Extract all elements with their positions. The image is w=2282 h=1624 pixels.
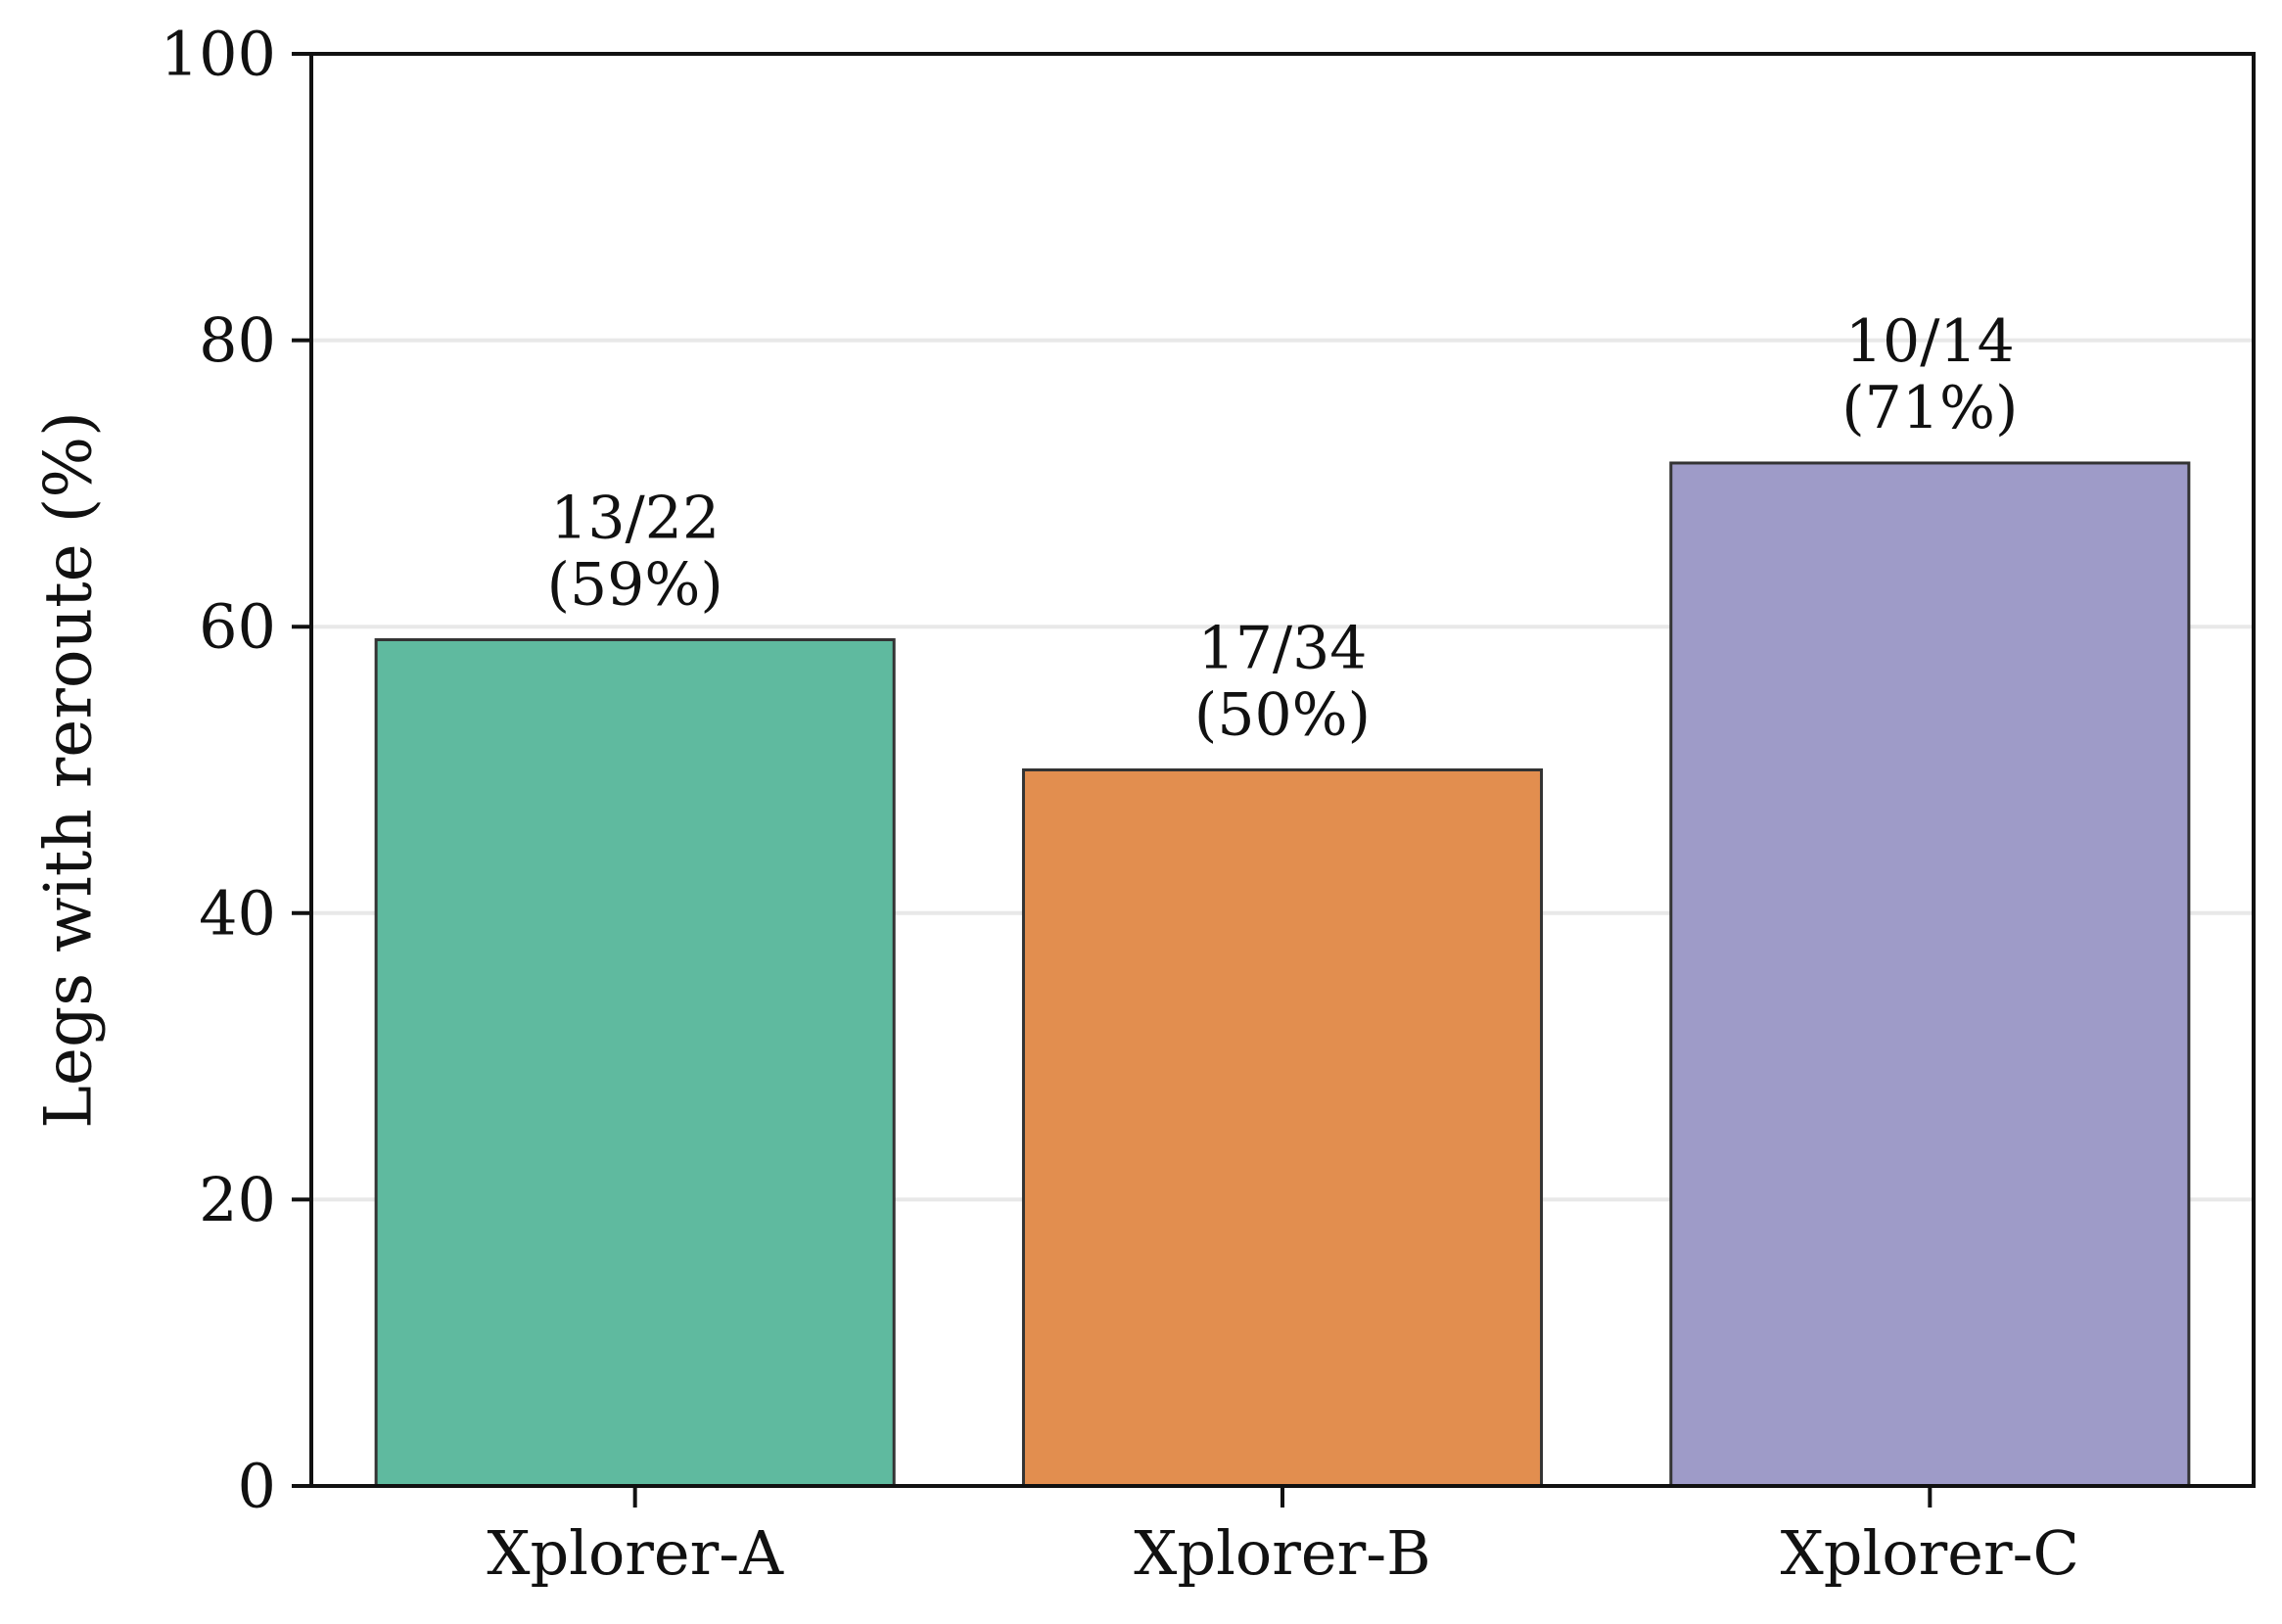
x-axis-ticks: Xplorer-A Xplorer-B Xplorer-C bbox=[487, 1486, 2079, 1589]
y-tick-label-1: 20 bbox=[199, 1164, 276, 1235]
y-tick-label-2: 40 bbox=[199, 877, 276, 949]
bar-label-line-1: (71%) bbox=[1841, 374, 2018, 442]
x-tick-label-xplorer-c: Xplorer-C bbox=[1781, 1517, 2079, 1589]
y-tick-label-5: 100 bbox=[161, 19, 276, 90]
y-axis-label: Legs with reroute (%) bbox=[31, 411, 107, 1129]
bar-labels: 13/22(59%) 17/34(50%) 10/14(71%) bbox=[547, 307, 2019, 750]
y-axis-ticks: 0 20 40 60 80 100 bbox=[161, 19, 311, 1522]
bar-xplorer-a bbox=[374, 638, 896, 1488]
x-tick-label-xplorer-b: Xplorer-B bbox=[1134, 1517, 1430, 1589]
bars bbox=[374, 461, 2191, 1488]
bar-label-line-0: 13/22 bbox=[550, 485, 720, 553]
bar-xplorer-c bbox=[1669, 461, 2191, 1488]
bar-label-line-0: 10/14 bbox=[1845, 307, 2015, 376]
bar-xplorer-b bbox=[1021, 768, 1544, 1488]
bar-label-line-1: (59%) bbox=[547, 551, 723, 620]
bar-label-xplorer-b: 17/34(50%) bbox=[1194, 615, 1371, 750]
bar-label-xplorer-c: 10/14(71%) bbox=[1841, 307, 2018, 442]
bar-label-xplorer-a: 13/22(59%) bbox=[547, 485, 723, 620]
y-tick-label-4: 80 bbox=[199, 304, 276, 376]
x-tick-label-xplorer-a: Xplorer-A bbox=[487, 1517, 784, 1589]
y-tick-label-3: 60 bbox=[199, 591, 276, 663]
bar-label-line-1: (50%) bbox=[1194, 681, 1371, 750]
bar-label-line-0: 17/34 bbox=[1198, 615, 1368, 683]
y-tick-label-0: 0 bbox=[238, 1451, 276, 1522]
